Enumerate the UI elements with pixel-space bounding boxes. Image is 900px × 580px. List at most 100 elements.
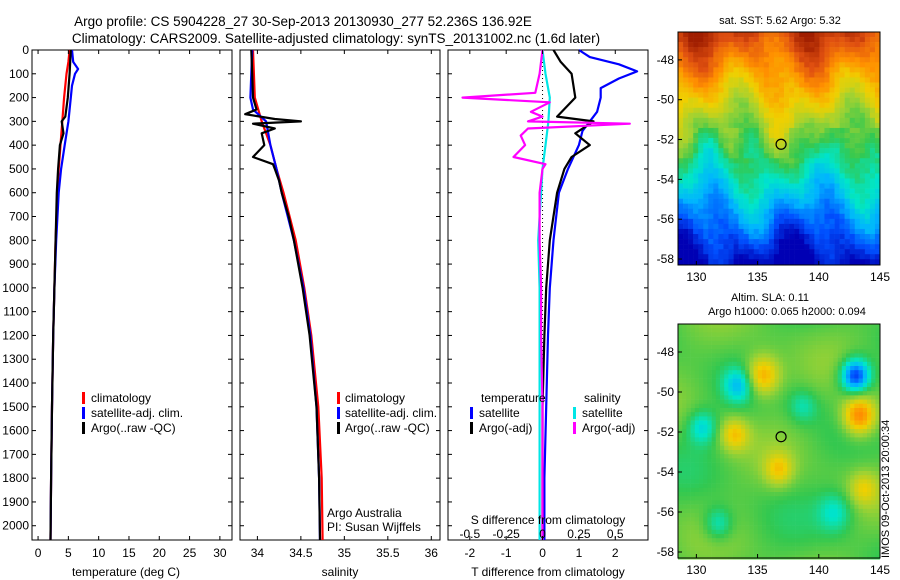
heatmap-cell <box>682 483 687 489</box>
heatmap-cell <box>820 395 826 400</box>
heatmap-cell <box>745 546 750 552</box>
heatmap-cell <box>789 37 795 43</box>
heatmap-cell <box>683 223 689 230</box>
heatmap-cell <box>819 239 825 245</box>
heatmap-cell <box>789 254 795 260</box>
heatmap-cell <box>741 366 746 371</box>
heatmap-cell <box>787 534 792 539</box>
heatmap-cell <box>809 178 815 184</box>
argo-program-annotation: Argo Australia <box>327 506 402 520</box>
heatmap-cell <box>698 92 704 98</box>
heatmap-cell <box>711 475 717 480</box>
heatmap-cell <box>834 97 840 103</box>
heatmap-cell <box>703 471 708 476</box>
heatmap-cell <box>779 259 785 265</box>
heatmap-cell <box>809 148 815 154</box>
heatmap-cell <box>720 378 725 384</box>
heatmap-cell <box>824 107 830 114</box>
heatmap-cell <box>770 538 775 543</box>
heatmap-cell <box>799 445 805 451</box>
heatmap-cell <box>690 475 696 480</box>
heatmap-cell <box>736 521 742 526</box>
heatmap-cell <box>787 336 792 342</box>
heatmap-cell <box>850 534 855 539</box>
heatmap-cell <box>738 259 744 265</box>
heatmap-cell <box>778 399 784 405</box>
heatmap-cell <box>859 239 866 245</box>
heatmap-cell <box>778 513 784 518</box>
heatmap-cell <box>688 188 694 194</box>
heatmap-cell <box>791 424 796 430</box>
heatmap-cell <box>804 483 809 489</box>
heatmap-cell <box>787 475 792 480</box>
heatmap-cell <box>713 218 719 225</box>
heatmap-cell <box>812 555 817 560</box>
heatmap-cell <box>770 403 775 409</box>
heatmap-cell <box>794 92 800 98</box>
heatmap-cell <box>733 97 739 103</box>
heatmap-cell <box>768 178 775 184</box>
heatmap-cell <box>854 163 861 169</box>
heatmap-cell <box>849 72 856 78</box>
heatmap-cell <box>749 353 754 358</box>
heatmap-cell <box>699 370 704 375</box>
heatmap-cell <box>749 466 754 472</box>
heatmap-cell <box>837 475 843 480</box>
x-tick-label: 2 <box>612 546 619 560</box>
heatmap-cell <box>720 387 725 392</box>
heatmap-cell <box>783 416 788 421</box>
heatmap-cell <box>829 408 834 413</box>
heatmap-cell <box>814 97 820 103</box>
heatmap-cell <box>799 504 805 510</box>
heatmap-cell <box>690 454 696 459</box>
heatmap-cell <box>819 163 825 169</box>
heatmap-cell <box>829 52 835 58</box>
heatmap-cell <box>699 378 704 384</box>
heatmap-cell <box>829 353 834 358</box>
heatmap-cell <box>833 374 838 379</box>
heatmap-cell <box>728 416 733 421</box>
heatmap-cell <box>703 399 708 405</box>
heatmap-cell <box>825 445 830 451</box>
heatmap-cell <box>718 239 724 245</box>
heatmap-cell <box>799 218 805 225</box>
heatmap-cell <box>839 178 845 184</box>
heatmap-cell <box>682 546 687 552</box>
heatmap-cell <box>824 127 830 134</box>
heatmap-cell <box>711 399 717 405</box>
heatmap-cell <box>743 92 749 98</box>
heatmap-cell <box>789 82 795 88</box>
heatmap-cell <box>707 471 712 476</box>
heatmap-cell <box>736 496 742 501</box>
heatmap-cell <box>834 228 840 235</box>
heatmap-cell <box>795 324 801 329</box>
heatmap-cell <box>783 517 788 522</box>
heatmap-cell <box>766 517 771 522</box>
heatmap-cell <box>844 102 850 109</box>
heatmap-cell <box>699 357 704 363</box>
heatmap-cell <box>757 542 763 547</box>
heatmap-cell <box>686 445 691 451</box>
heatmap-cell <box>715 513 721 518</box>
heatmap-cell <box>799 387 805 392</box>
heatmap-cell <box>741 550 746 556</box>
heatmap-cell <box>819 188 825 194</box>
heatmap-cell <box>713 127 719 134</box>
heatmap-cell <box>862 555 868 560</box>
heatmap-cell <box>839 112 845 119</box>
heatmap-cell <box>720 336 725 342</box>
heatmap-cell <box>875 412 880 417</box>
heatmap-cell <box>808 450 813 455</box>
heatmap-cell <box>763 173 770 179</box>
heatmap-cell <box>834 188 840 194</box>
heatmap-cell <box>753 450 759 455</box>
heatmap-cell <box>748 138 755 144</box>
heatmap-cell <box>770 429 775 434</box>
heatmap-cell <box>849 138 856 144</box>
heatmap-cell <box>808 555 813 560</box>
heatmap-cell <box>694 328 700 333</box>
heatmap-cell <box>741 445 746 451</box>
heatmap-cell <box>766 513 771 518</box>
heatmap-cell <box>748 163 755 169</box>
heatmap-cell <box>869 72 876 78</box>
